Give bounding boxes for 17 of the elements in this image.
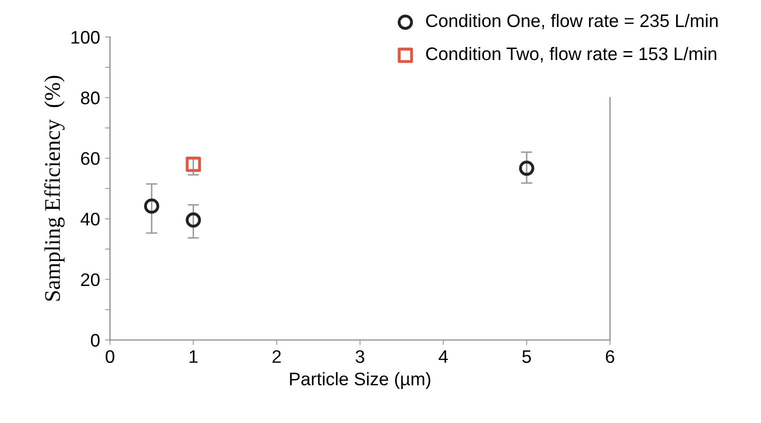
x-tick-label: 6 bbox=[606, 350, 614, 363]
y-tick-label: 40 bbox=[80, 212, 100, 226]
y-tick-label: 100 bbox=[72, 30, 100, 44]
x-tick-label: 1 bbox=[190, 350, 198, 363]
x-tick-label: 0 bbox=[106, 350, 114, 363]
y-axis-title: Sampling Efficiency (%) bbox=[44, 76, 65, 301]
y-tick-label: 60 bbox=[81, 152, 100, 165]
x-tick-label: 3 bbox=[356, 350, 364, 363]
legend-label: Condition Two, flow rate = 153 L/min bbox=[426, 46, 716, 62]
x-tick-label: 5 bbox=[522, 350, 531, 363]
legend-label: Condition One, flow rate = 235 L/min bbox=[426, 14, 718, 30]
y-tick-label: 0 bbox=[90, 334, 100, 347]
x-tick-label: 4 bbox=[438, 350, 448, 363]
y-tick-label: 20 bbox=[81, 273, 100, 286]
x-axis-title: Particle Size (µm) bbox=[290, 372, 430, 389]
x-tick-label: 2 bbox=[272, 350, 281, 363]
y-tick-label: 80 bbox=[80, 92, 100, 104]
